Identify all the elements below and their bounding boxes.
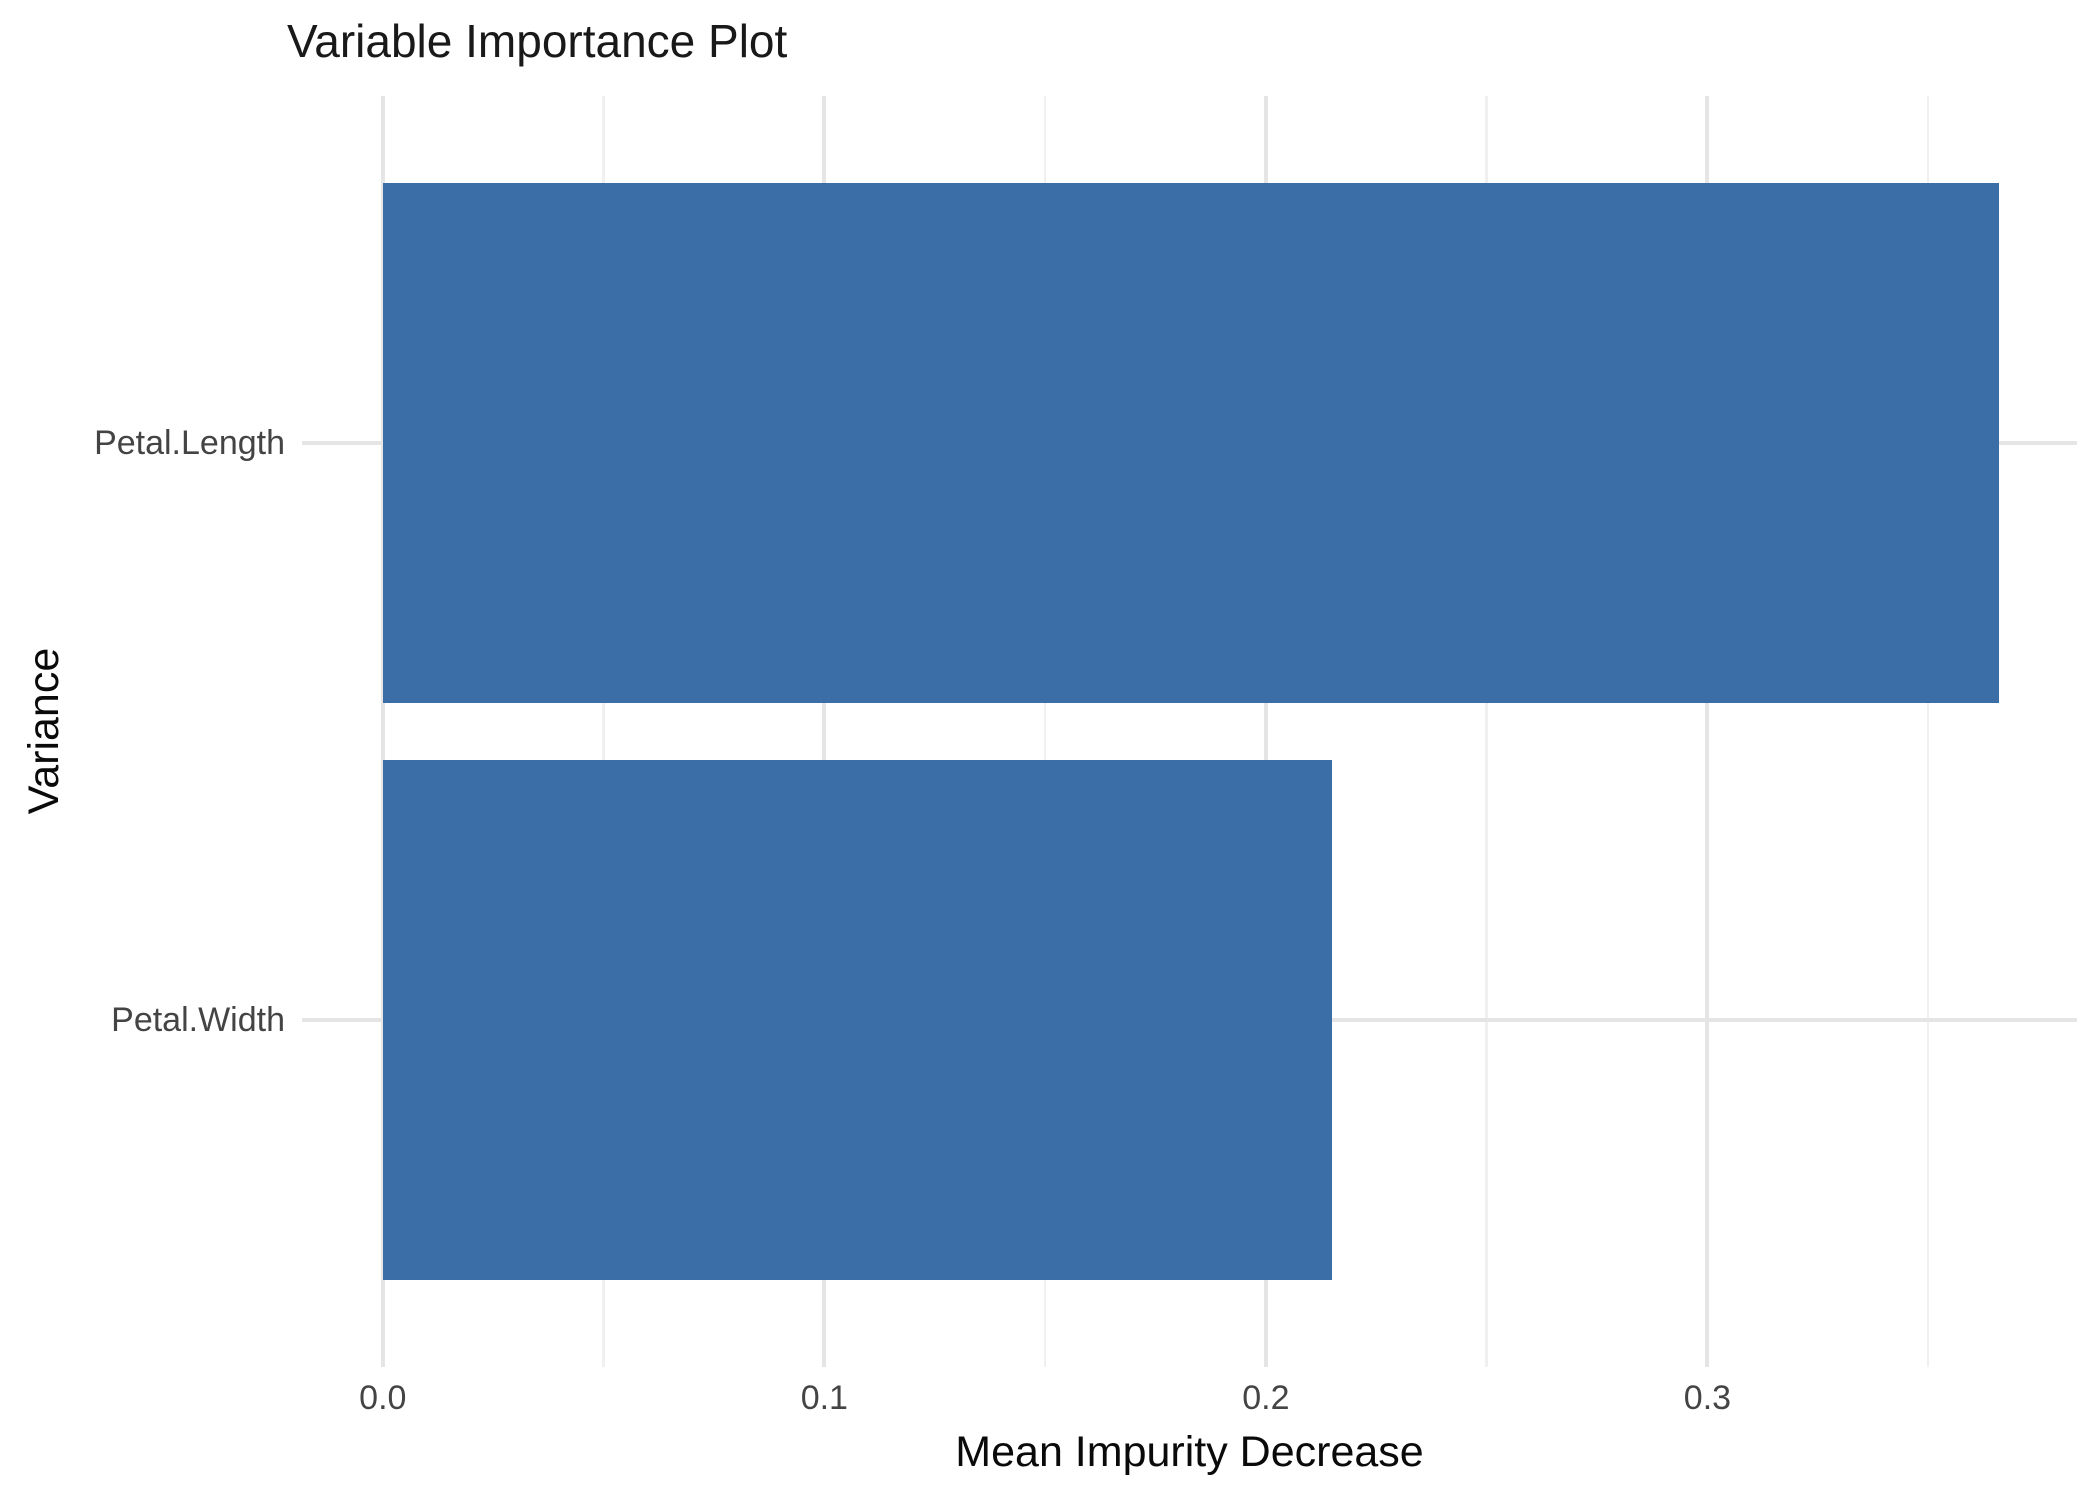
chart-title: Variable Importance Plot: [287, 15, 788, 67]
y-tick-label: Petal.Length: [94, 423, 285, 462]
bar-petal-width: [382, 760, 1333, 1281]
x-major-gridline: [1263, 96, 1268, 1367]
x-axis-title: Mean Impurity Decrease: [955, 1428, 1424, 1476]
x-minor-gridline: [602, 96, 605, 1367]
x-tick-label: 0.0: [359, 1379, 407, 1417]
y-axis-title: Variance: [20, 647, 68, 815]
x-major-gridline: [822, 96, 827, 1367]
x-major-gridline: [380, 96, 385, 1367]
x-minor-gridline: [1485, 96, 1488, 1367]
x-major-gridline: [1705, 96, 1710, 1367]
x-tick-label: 0.3: [1683, 1379, 1732, 1417]
x-tick-label: 0.1: [800, 1379, 848, 1417]
y-tick-label: Petal.Width: [111, 1001, 285, 1040]
x-minor-gridline: [1043, 96, 1047, 1367]
x-minor-gridline: [1926, 96, 1930, 1367]
bar-petal-length: [382, 182, 1999, 703]
plot-panel: [302, 96, 2077, 1367]
x-tick-label: 0.2: [1242, 1379, 1290, 1417]
